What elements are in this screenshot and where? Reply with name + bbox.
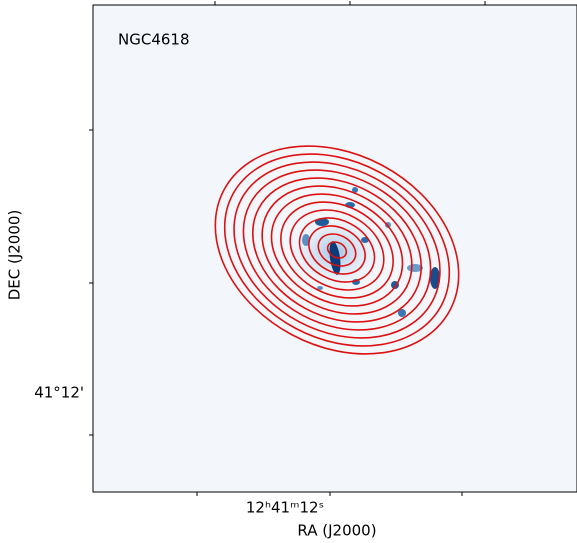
y-axis-label: DEC (J2000): [6, 210, 24, 301]
y-tick-label: 41°12': [34, 384, 84, 402]
figure: NGC4618 41°12' 12ʰ41ᵐ12ˢ RA (J2000) DEC …: [0, 0, 577, 543]
object-name: NGC4618: [118, 31, 190, 49]
x-axis-label: RA (J2000): [297, 522, 376, 540]
x-tick-label: 12ʰ41ᵐ12ˢ: [246, 499, 324, 517]
